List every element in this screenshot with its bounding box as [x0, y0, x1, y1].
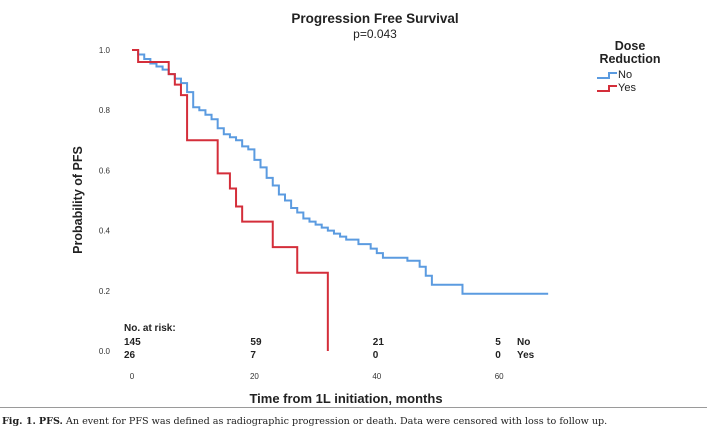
x-tick-label: 40	[372, 372, 381, 381]
legend-item-no: No	[597, 69, 632, 81]
risk-count: 145	[124, 337, 141, 348]
risk-count: 26	[124, 350, 136, 361]
km-chart: Progression Free Survival p=0.043 Probab…	[71, 11, 661, 406]
y-tick-label: 1.0	[99, 46, 111, 55]
legend-title-line1: Dose	[615, 39, 646, 53]
risk-count: 5	[495, 337, 501, 348]
x-tick-labels: 0 20 40 60	[130, 372, 504, 381]
survival-curve-yes	[132, 49, 329, 351]
risk-row-no: 145 59 21 5 No	[124, 337, 530, 348]
chart-title: Progression Free Survival	[291, 11, 458, 26]
risk-count: 0	[373, 350, 379, 361]
risk-row-label: Yes	[517, 350, 535, 361]
caption-label: Fig. 1.	[2, 416, 36, 427]
y-tick-label: 0.0	[99, 347, 111, 356]
y-tick-label: 0.8	[99, 106, 111, 115]
x-tick-label: 20	[250, 372, 259, 381]
x-tick-label: 0	[130, 372, 135, 381]
risk-count: 59	[250, 337, 262, 348]
risk-count: 7	[250, 350, 256, 361]
chart-subtitle-pvalue: p=0.043	[353, 27, 397, 41]
risk-row-yes: 26 7 0 0 Yes	[124, 350, 535, 361]
legend-title-line2: Reduction	[599, 52, 660, 66]
caption-divider	[0, 407, 707, 408]
legend-swatch	[597, 85, 617, 92]
caption-term: PFS.	[38, 416, 63, 427]
risk-row-label: No	[517, 337, 530, 348]
x-tick-label: 60	[495, 372, 504, 381]
y-tick-labels: 0.0 0.2 0.4 0.6 0.8 1.0	[99, 46, 111, 356]
y-tick-label: 0.4	[99, 227, 111, 236]
survival-curves	[132, 49, 549, 351]
y-tick-label: 0.2	[99, 287, 111, 296]
risk-count: 0	[495, 350, 501, 361]
legend-swatch	[597, 72, 617, 79]
y-axis-label: Probability of PFS	[71, 146, 85, 254]
legend-label: Yes	[618, 82, 636, 94]
risk-table: No. at risk: 145 59 21 5 No 26 7 0 0 Yes	[124, 323, 535, 361]
caption-text: An event for PFS was defined as radiogra…	[62, 416, 608, 427]
y-tick-label: 0.6	[99, 166, 111, 175]
risk-count: 21	[373, 337, 385, 348]
survival-curve-no	[132, 49, 549, 295]
figure-caption: Fig. 1. PFS. An event for PFS was define…	[2, 416, 707, 427]
x-axis-label: Time from 1L initiation, months	[249, 391, 442, 406]
legend-label: No	[618, 69, 632, 81]
legend-item-yes: Yes	[597, 82, 636, 94]
risk-table-header: No. at risk:	[124, 323, 176, 334]
